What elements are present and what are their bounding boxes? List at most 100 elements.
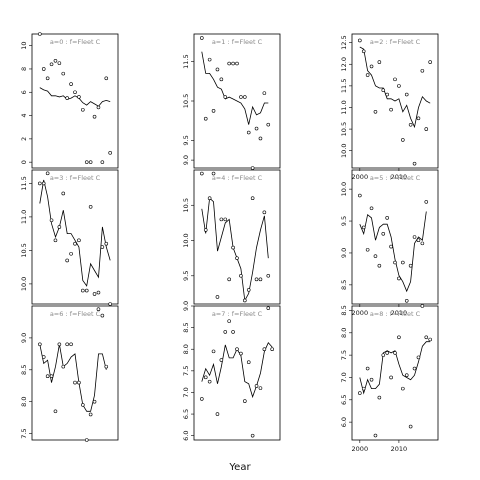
y-tick-label: 10.0 (20, 277, 28, 291)
data-point (45, 374, 50, 378)
panel-title: a=6 : f=Fleet C (50, 310, 101, 318)
panel-frame (31, 305, 119, 441)
panel-title: a=7 : f=Fleet C (212, 310, 263, 318)
y-tick-label: 0 (20, 160, 28, 164)
panel-grid: a=0 : f=Fleet C 0 2 4 6 8 10 a=3 : f=Fleet C 10.… (20, 32, 439, 453)
data-point (404, 299, 409, 303)
data-point (401, 386, 405, 391)
data-point (420, 241, 425, 246)
data-point (207, 196, 212, 201)
data-point (219, 358, 224, 362)
data-point (92, 399, 97, 404)
data-point (239, 95, 243, 99)
data-point (211, 171, 216, 176)
y-tick-label: 9.0 (182, 301, 190, 311)
data-point (389, 375, 393, 380)
panel-frame (351, 33, 439, 169)
x-tick-label: 2010 (391, 309, 408, 317)
data-point (81, 403, 85, 407)
data-point (81, 288, 85, 293)
x-tick-label: 2010 (391, 173, 408, 181)
panel-frame (31, 169, 119, 305)
panel-frame (351, 169, 439, 305)
data-point (200, 171, 204, 176)
data-point (408, 263, 413, 268)
y-tick-label: 8.0 (182, 344, 190, 354)
data-point (92, 292, 97, 296)
data-point (65, 258, 69, 263)
panel-frame (351, 305, 439, 441)
data-point (84, 288, 89, 293)
data-point (219, 217, 224, 222)
data-point (365, 366, 370, 371)
data-point (215, 295, 220, 299)
data-point (203, 228, 208, 232)
data-point (38, 342, 42, 347)
data-point (203, 375, 208, 380)
data-point (200, 397, 204, 401)
data-point (381, 88, 386, 92)
data-point (377, 60, 382, 64)
y-tick-label: 8.0 (340, 328, 348, 338)
data-point (358, 193, 362, 198)
data-point (96, 290, 101, 295)
y-tick-label: 8 (20, 67, 28, 71)
data-point (365, 73, 370, 77)
data-point (38, 32, 42, 36)
panel-7: a=5 : f=Fleet C 8.5 9.0 9.5 10.0 2000 2010 (340, 169, 439, 317)
data-point (41, 67, 46, 71)
y-tick-label: 6.5 (182, 409, 190, 419)
data-point (258, 386, 263, 390)
x-tick-label: 2000 (352, 173, 369, 181)
fit-line (39, 87, 111, 107)
data-point (266, 273, 271, 278)
y-tick-label: 9.0 (340, 248, 348, 258)
panel-title: a=0 : f=Fleet C (50, 38, 101, 46)
data-point (231, 245, 235, 250)
data-point (53, 409, 58, 414)
y-tick-label: 10.0 (340, 143, 348, 157)
data-point (231, 330, 235, 334)
data-point (100, 313, 105, 318)
data-point (69, 82, 73, 86)
x-axis-label: Year (228, 462, 251, 473)
data-point (211, 349, 216, 354)
data-point (361, 49, 366, 54)
panel-title: a=5 : f=Fleet C (370, 174, 421, 182)
data-point (77, 95, 81, 99)
y-tick-label: 8.5 (340, 280, 348, 290)
y-tick-label: 11.5 (20, 176, 28, 190)
data-point (45, 76, 50, 81)
data-point (77, 380, 81, 385)
data-point (397, 276, 401, 281)
x-tick-label: 2000 (352, 309, 369, 317)
fit-line (359, 341, 431, 395)
panel-5: a=7 : f=Fleet C 6.0 6.5 7.0 7.5 8.0 8.5 9.0 (182, 301, 281, 441)
data-point (49, 218, 54, 223)
data-point (377, 263, 382, 268)
data-point (65, 96, 69, 100)
y-tick-label: 11.0 (340, 100, 348, 114)
y-tick-label: 8.5 (20, 365, 28, 375)
y-tick-label: 11.5 (182, 54, 190, 68)
panel-0: a=0 : f=Fleet C 0 2 4 6 8 10 (20, 32, 119, 169)
data-point (61, 71, 66, 76)
data-point (88, 412, 93, 417)
data-point (243, 399, 247, 403)
data-point (57, 225, 62, 229)
panel-4: a=4 : f=Fleet C 9.5 10.0 10.5 (182, 169, 281, 305)
y-tick-label: 6.5 (340, 395, 348, 405)
y-tick-label: 10 (20, 42, 28, 50)
y-tick-label: 9.0 (20, 333, 28, 343)
y-tick-label: 6.0 (182, 431, 190, 441)
data-point (41, 181, 46, 186)
data-point (416, 116, 421, 121)
data-point (373, 433, 378, 438)
fit-line (359, 46, 431, 129)
data-point (385, 216, 389, 220)
x-tick-label: 2010 (391, 445, 408, 453)
data-point (254, 277, 259, 282)
data-point (266, 122, 271, 127)
data-point (73, 90, 77, 95)
